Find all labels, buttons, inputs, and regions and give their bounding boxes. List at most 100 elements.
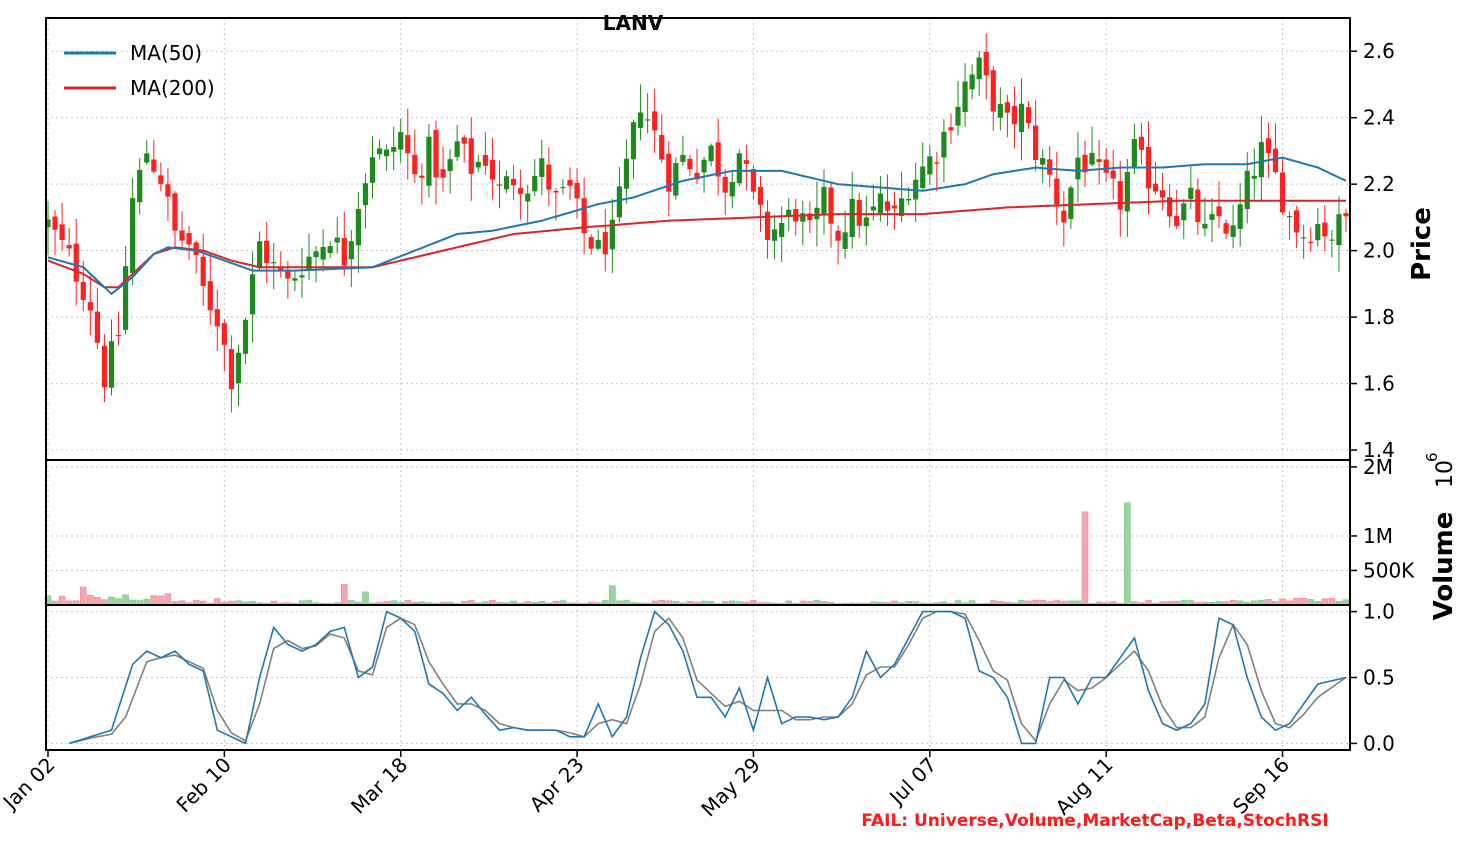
candle-body-24 [214,309,220,327]
candle-body-61 [475,161,481,168]
x-tick-label-3: Apr 23 [525,753,589,817]
volume-bar-11 [122,594,129,606]
candle-body-174 [1272,148,1279,173]
candle-body-84 [637,112,644,128]
candle-body-54 [426,136,432,186]
price-tick-6-label: 2.6 [1363,39,1395,63]
candle-body-112 [835,230,841,241]
panel-frame-1 [45,459,1351,606]
candle-body-57 [447,159,453,172]
candle-body-113 [842,232,848,249]
candle-body-100 [750,169,757,192]
candle-body-3 [66,245,72,249]
candle-body-150 [1103,159,1109,173]
panel-frame-0 [45,17,1351,461]
candle-body-132 [976,57,982,80]
candle-body-85 [645,119,651,121]
candle-body-77 [588,237,594,249]
candle-body-67 [518,188,524,194]
candle-body-158 [1159,190,1166,198]
legend-ma50-label: MA(50) [130,41,202,65]
x-tick-label-1: Feb 10 [171,753,236,818]
candle-body-134 [990,70,996,112]
candle-body-29 [249,274,256,315]
candle-body-66 [510,178,517,186]
stoch-tick-0-label: 0.0 [1363,731,1395,755]
candle-body-36 [299,275,305,278]
candle-body-92 [694,172,700,180]
candle-body-135 [997,104,1003,118]
candle-body-127 [941,131,947,158]
candle-body-172 [1258,142,1264,178]
volume-bar-5 [79,586,87,606]
candle-body-120 [891,205,898,209]
candle-body-43 [348,241,354,260]
candle-body-111 [828,187,834,224]
candle-body-22 [200,256,206,287]
volume-bar-178 [1300,597,1307,606]
candle-body-173 [1265,138,1272,153]
candle-body-176 [1286,216,1293,218]
candle-body-91 [687,158,693,170]
candle-body-177 [1294,210,1300,233]
x-tick-label-4: May 29 [696,753,765,822]
candle-body-75 [574,182,580,199]
candle-body-44 [355,209,361,246]
candle-body-76 [581,198,587,234]
candle-body-117 [870,206,876,211]
candle-body-27 [235,352,242,384]
candle-body-38 [313,251,319,258]
candle-body-94 [708,145,714,162]
candle-body-0 [45,219,51,228]
candle-body-175 [1279,172,1286,213]
candle-body-168 [1230,225,1236,237]
candle-body-109 [814,207,820,220]
price-tick-3-label: 2.0 [1363,239,1395,263]
volume-scale-base: 10 [1433,460,1458,488]
volume-tick-0-label: 500K [1363,558,1415,582]
candle-body-18 [172,193,178,231]
candle-body-110 [821,186,827,215]
candle-body-133 [983,51,989,76]
candle-body-10 [115,334,122,337]
candle-body-114 [849,198,855,238]
candle-body-161 [1181,203,1187,221]
candle-body-183 [1336,214,1342,246]
candle-body-159 [1167,197,1173,217]
candle-body-125 [927,156,933,175]
candle-body-163 [1195,189,1201,223]
stoch-tick-1-label: 0.5 [1363,666,1395,690]
candle-body-4 [73,243,79,282]
candle-body-14 [144,153,150,163]
candle-body-39 [320,246,326,260]
candle-body-45 [362,183,369,206]
candle-body-55 [433,130,439,178]
candle-body-35 [292,278,298,281]
candle-body-122 [906,198,912,201]
candle-body-146 [1075,157,1081,180]
candle-body-73 [560,186,566,189]
candle-body-79 [602,232,608,255]
candle-body-137 [1011,106,1018,125]
frame-layer [45,17,1357,757]
candle-body-171 [1251,175,1257,179]
candle-body-144 [1061,210,1067,223]
candle-body-169 [1237,204,1243,230]
candle-body-47 [376,148,383,155]
price-tick-0-label: 1.4 [1363,438,1395,462]
candle-body-5 [80,281,86,300]
candle-body-179 [1308,241,1314,244]
candle-body-180 [1315,224,1321,241]
chart-title: LANV [603,11,664,35]
volume-bar-177 [1293,597,1300,606]
candle-body-56 [440,169,446,178]
candle-body-165 [1209,214,1215,220]
candle-body-68 [525,193,531,202]
volume-bar-45 [362,591,369,606]
candle-body-152 [1117,181,1123,210]
candle-body-142 [1047,159,1053,175]
volume-tick-1-label: 1M [1363,524,1393,548]
candle-body-148 [1089,152,1095,165]
candle-body-116 [863,217,869,227]
candle-body-118 [877,193,884,214]
